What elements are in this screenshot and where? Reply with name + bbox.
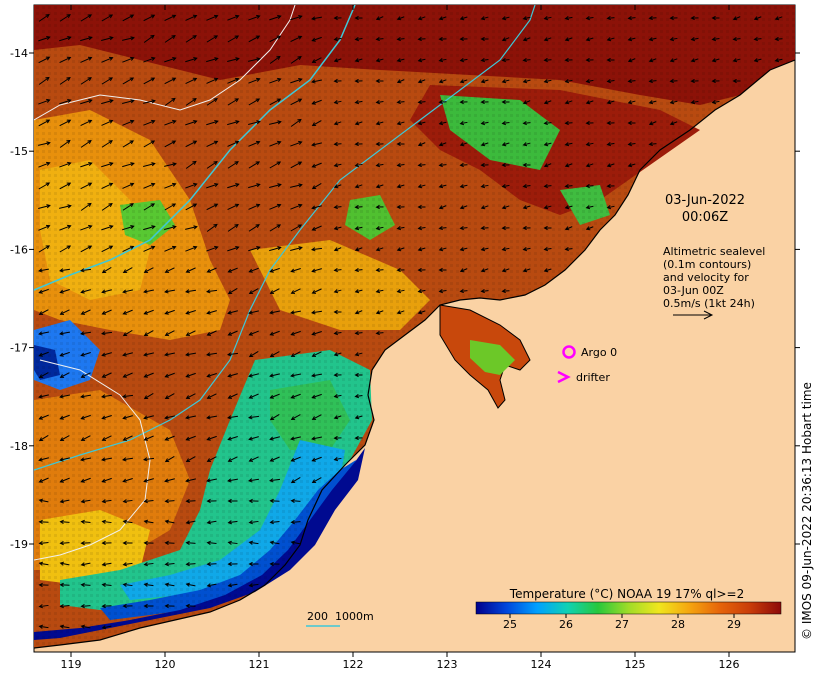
- colorbar-ticks: 25 26 27 28 29: [503, 614, 741, 631]
- x-tick-label: 126: [719, 658, 740, 671]
- y-tick-label: -18: [10, 440, 28, 453]
- argo-label: Argo 0: [581, 346, 617, 359]
- bathymetry-200m: [34, 5, 356, 291]
- altimetry-line-3: and velocity for: [663, 271, 749, 284]
- colorbar-tick-label: 29: [727, 618, 741, 631]
- x-tick-label: 122: [343, 658, 364, 671]
- altimetry-line-2: (0.1m contours): [663, 258, 751, 271]
- y-tick-label: -17: [10, 342, 28, 355]
- y-tick-label: -14: [10, 47, 28, 60]
- altimetry-line-1: Altimetric sealevel: [663, 245, 765, 258]
- sealevel-contour: [34, 5, 296, 121]
- colorbar-tick-label: 25: [503, 618, 517, 631]
- x-axis: 119 120 121 122 123 124 125 126: [61, 5, 740, 671]
- time-label: 00:06Z: [682, 210, 728, 225]
- y-tick-label: -16: [10, 243, 28, 256]
- altimetry-line-5: 0.5m/s (1kt 24h): [663, 297, 755, 310]
- velocity-arrows: [38, 14, 783, 630]
- colorbar-tick-label: 27: [615, 618, 629, 631]
- colorbar-title: Temperature (°C) NOAA 19 17% ql>=2: [509, 587, 744, 601]
- argo-icon: [562, 345, 576, 359]
- coastline: [34, 59, 795, 649]
- colorbar: [475, 601, 782, 615]
- x-tick-label: 120: [155, 658, 176, 671]
- bathymetry-legend: 200 1000m: [307, 610, 374, 623]
- drifter-label: drifter: [576, 371, 610, 384]
- date-label: 03-Jun-2022: [665, 193, 745, 208]
- bathymetry-1000m: [34, 5, 536, 471]
- y-axis: -14 -15 -16 -17 -18 -19: [10, 47, 800, 551]
- drifter-icon: [557, 370, 571, 384]
- x-tick-label: 125: [625, 658, 646, 671]
- altimetry-line-4: 03-Jun 00Z: [663, 284, 724, 297]
- y-tick-label: -19: [10, 538, 28, 551]
- x-tick-label: 124: [531, 658, 552, 671]
- x-tick-label: 121: [249, 658, 270, 671]
- x-tick-label: 119: [61, 658, 82, 671]
- colorbar-tick-label: 26: [559, 618, 573, 631]
- colorbar-tick-label: 28: [671, 618, 685, 631]
- velocity-scale-arrow-icon: [673, 310, 714, 320]
- credit-text: © IMOS 09-Jun-2022 20:36:13 Hobart time: [800, 382, 814, 640]
- x-tick-label: 123: [437, 658, 458, 671]
- y-tick-label: -15: [10, 145, 28, 158]
